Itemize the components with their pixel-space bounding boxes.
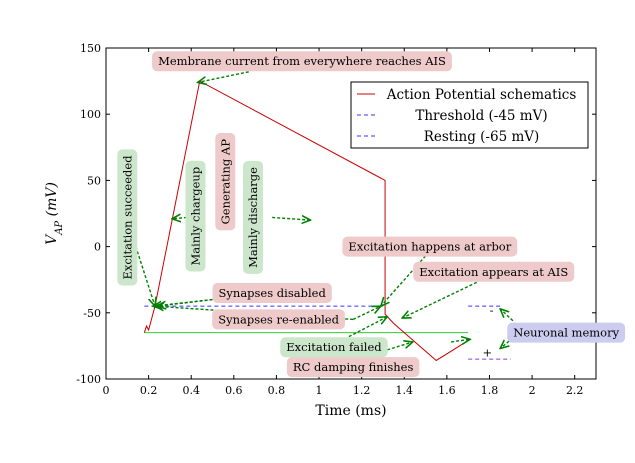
annotation-box [413, 261, 575, 282]
annotation-arrow [172, 217, 188, 218]
x-tick-label: 1.6 [438, 384, 456, 397]
annotation: Neuronal memory [507, 322, 626, 343]
x-tick-label: 0.6 [225, 384, 243, 397]
annotation-box [342, 236, 518, 257]
x-ticks: 0 0.2 0.4 0.6 0.8 1 1.2 1.4 1.6 1.8 2 2.2 [103, 48, 584, 397]
annotation-arrow [387, 342, 413, 351]
annotation-box [286, 357, 420, 378]
annotations-layer: Membrane current from everywhere reaches… [117, 51, 626, 378]
annotation: Mainly chargeup [185, 160, 206, 272]
axes: 0 0.2 0.4 0.6 0.8 1 1.2 1.4 1.6 1.8 2 2.2 -100-5005… [44, 42, 597, 419]
annotation-arrow [500, 309, 514, 322]
y-ticks: -100 -50 0 50 100 150 [76, 42, 596, 386]
x-tick-label: 0.4 [182, 384, 200, 397]
annotation-label: RC damping finishes [293, 360, 414, 374]
y-tick-label: 150 [80, 42, 101, 55]
annotation-arrow [135, 246, 155, 307]
annotation: Synapses re-enabled [212, 309, 345, 330]
annotation-label: Excitation failed [286, 340, 382, 354]
annotation-label: Membrane current from everywhere reaches… [158, 54, 446, 68]
annotation-arrow [155, 306, 354, 321]
annotation-arrow [348, 317, 387, 338]
x-tick-label: 2.2 [566, 384, 584, 397]
annotation: Generating AP [215, 133, 236, 231]
x-tick-label: 1.2 [353, 384, 371, 397]
y-tick-label: 100 [80, 108, 101, 121]
y-axis-title: VAP (mV) [44, 182, 65, 245]
y-tick-label: 0 [94, 241, 101, 254]
legend-label: Threshold (-45 mV) [415, 108, 547, 124]
symbol-label: - [490, 303, 494, 317]
x-tick-label: 1.4 [396, 384, 414, 397]
series-line [143, 80, 469, 362]
annotation-box [507, 322, 626, 343]
x-tick-label: 0.2 [140, 384, 158, 397]
annotation-label: Neuronal memory [513, 326, 619, 340]
x-tick-label: 1 [316, 384, 323, 397]
annotation: Excitation failed [280, 337, 388, 358]
annotation-arrow [198, 71, 249, 83]
x-tick-label: 0.8 [268, 384, 286, 397]
legend-box [350, 81, 589, 149]
annotation: Synapses disabled [212, 282, 332, 303]
series-layer [143, 80, 469, 362]
plot-frame [105, 47, 597, 380]
annotation-label: Synapses re-enabled [218, 312, 339, 326]
x-axis-title: Time (ms) [315, 403, 386, 419]
annotation: Membrane current from everywhere reaches… [152, 51, 452, 72]
annotation-label: Excitation appears at AIS [419, 265, 568, 279]
legend: Action Potential schematics Threshold (-4… [350, 81, 589, 149]
annotation-label: Mainly chargeup [188, 167, 202, 266]
annotation-box [243, 161, 263, 274]
annotation-arrow [451, 339, 470, 342]
annotation-box [117, 149, 138, 286]
annotation: Excitation happens at arbor [342, 236, 518, 257]
symbol-label: + [483, 346, 493, 360]
annotation-arrow [402, 281, 477, 318]
annotation-label: Excitation succeeded [120, 155, 134, 280]
annotation-box [152, 51, 452, 72]
annotation-arrow [272, 217, 310, 220]
annotation-box [280, 337, 388, 358]
x-tick-label: 1.8 [481, 384, 499, 397]
annotation-arrow [153, 298, 213, 307]
annotation-label: Synapses disabled [219, 286, 327, 300]
y-tick-label: -100 [76, 373, 101, 386]
legend-label: Resting (-65 mV) [424, 129, 540, 145]
annotation-box [215, 133, 236, 231]
annotation-box [212, 309, 345, 330]
legend-label: Action Potential schematics [386, 87, 577, 103]
x-tick-label: 0 [103, 384, 110, 397]
x-tick-label: 2 [529, 384, 536, 397]
reference-lines [144, 305, 511, 360]
annotation-label: Generating AP [218, 139, 232, 225]
annotation-arrow [352, 306, 381, 321]
annotation: Mainly discharge [243, 161, 263, 274]
symbols-layer: -+ [483, 303, 494, 359]
annotation: Excitation succeeded [117, 149, 138, 286]
y-tick-label: -50 [83, 307, 101, 320]
annotation: RC damping finishes [286, 357, 420, 378]
y-tick-label: 50 [87, 174, 101, 187]
annotation-box [185, 160, 206, 272]
annotation: Excitation appears at AIS [413, 261, 575, 282]
annotation-label: Excitation happens at arbor [348, 240, 511, 254]
annotation-label: Mainly discharge [246, 167, 260, 268]
annotation-box [212, 282, 332, 303]
